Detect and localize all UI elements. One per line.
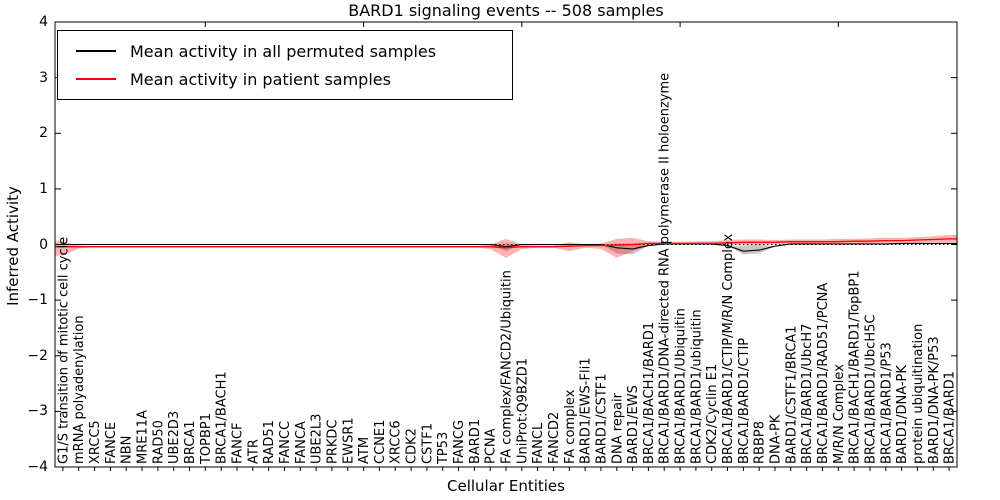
y-tick-label: −1 bbox=[27, 292, 48, 309]
x-tick-label: BRCA1/BARD1/UbcH5C bbox=[863, 315, 878, 464]
x-tick-label: BRCA1/BARD1/CTIP bbox=[737, 338, 752, 464]
x-tick-label: BRCA1/BARD1/DNA-directed RNA polymerase … bbox=[658, 73, 673, 464]
y-tick-label: −2 bbox=[27, 347, 48, 364]
legend: Mean activity in all permuted samples Mea… bbox=[57, 30, 513, 100]
x-tick-label: BRCA1 bbox=[183, 420, 198, 464]
legend-item-permuted: Mean activity in all permuted samples bbox=[66, 37, 502, 65]
legend-label: Mean activity in patient samples bbox=[130, 69, 391, 89]
x-tick-label: BARD1/CSTF1 bbox=[594, 373, 609, 464]
x-tick-label: XRCC5 bbox=[88, 420, 103, 464]
legend-line-patient-icon bbox=[76, 78, 116, 80]
x-tick-label: DNA-PK bbox=[769, 414, 784, 464]
x-tick-label: BARD1/EWS bbox=[626, 385, 641, 464]
x-tick-label: TP53 bbox=[436, 432, 451, 465]
y-tick-label: 0 bbox=[39, 236, 48, 253]
x-tick-label: ATR bbox=[246, 439, 261, 464]
x-tick-label: BRCA1/BARD1/Ubiquitin bbox=[674, 308, 689, 464]
x-tick-label: CDK2 bbox=[405, 428, 420, 464]
legend-line-permuted-icon bbox=[76, 50, 116, 52]
x-tick-label: MRE11A bbox=[136, 410, 151, 464]
x-tick-label: UniProt:Q9BZD1 bbox=[515, 358, 530, 464]
x-tick-label: BARD1/EWS-Fli1 bbox=[579, 358, 594, 465]
x-tick-label: BRCA1/BACH1/BARD1/TopBP1 bbox=[848, 271, 863, 464]
x-tick-label: BARD1/DNA-PK/P53 bbox=[927, 336, 942, 464]
x-tick-label: BRCA1/BACH1 bbox=[215, 371, 230, 464]
x-tick-label: NBN bbox=[120, 436, 135, 464]
x-tick-label: FANCC bbox=[278, 421, 293, 464]
x-tick-label: BRCA1/BACH1/BARD1 bbox=[642, 322, 657, 464]
x-tick-label: protein ubiquitination bbox=[911, 324, 926, 464]
x-tick-label: UBE2D3 bbox=[167, 411, 182, 464]
x-tick-label: PCNA bbox=[484, 428, 499, 464]
y-tick-label: −4 bbox=[27, 459, 48, 475]
x-tick-label: BRCA1/BARD1/RAD51/PCNA bbox=[816, 283, 831, 464]
x-tick-label: BRCA1/BARD1/CTIP/M/R/N Complex bbox=[721, 233, 736, 464]
legend-label: Mean activity in all permuted samples bbox=[130, 41, 437, 61]
x-tick-label: DNA repair bbox=[610, 392, 625, 464]
x-tick-label: BARD1/CSTF1/BRCA1 bbox=[784, 326, 799, 464]
y-tick-label: −3 bbox=[27, 403, 48, 420]
x-tick-label: UBE2L3 bbox=[310, 414, 325, 464]
chart-title: BARD1 signaling events -- 508 samples bbox=[348, 1, 664, 20]
x-tick-label: FANCD2 bbox=[547, 412, 562, 464]
x-tick-label: TOPBP1 bbox=[199, 413, 214, 465]
x-tick-label: BARD1 bbox=[468, 419, 483, 464]
y-tick-label: 4 bbox=[39, 14, 48, 30]
band-permuted bbox=[55, 243, 957, 255]
line-permuted bbox=[55, 242, 957, 252]
y-tick-label: 3 bbox=[39, 69, 48, 86]
x-tick-label: CSTF1 bbox=[420, 423, 435, 464]
x-tick-label: FANCE bbox=[104, 422, 119, 464]
x-tick-label: FANCA bbox=[294, 421, 309, 464]
x-tick-label: BRCA1/BARD1/P53 bbox=[879, 342, 894, 464]
x-tick-label: FANCG bbox=[452, 420, 467, 464]
x-tick-label: ATM bbox=[357, 437, 372, 464]
x-tick-label: FA complex bbox=[563, 389, 578, 464]
x-tick-label: BRCA1/BARD1/UbcH7 bbox=[800, 324, 815, 464]
line-patient bbox=[55, 238, 957, 249]
x-tick-label: FANCF bbox=[230, 423, 245, 464]
x-axis-label: Cellular Entities bbox=[447, 477, 565, 495]
x-tick-label: XRCC6 bbox=[389, 420, 404, 464]
x-tick-label: mRNA polyadenylation bbox=[72, 315, 87, 464]
y-tick-label: 2 bbox=[39, 125, 48, 142]
x-tick-label: RAD51 bbox=[262, 420, 277, 464]
x-tick-label: BRCA1/BARD1/ubiquitin bbox=[689, 309, 704, 464]
x-tick-label: BARD1/DNA-PK bbox=[895, 365, 910, 464]
x-tick-label: FANCL bbox=[531, 422, 546, 464]
x-tick-label: PRKDC bbox=[325, 420, 340, 464]
legend-item-patient: Mean activity in patient samples bbox=[66, 65, 502, 93]
x-tick-label: M/R/N Complex bbox=[832, 364, 847, 464]
x-tick-label: EWSR1 bbox=[341, 417, 356, 464]
y-tick-label: 1 bbox=[39, 180, 48, 197]
x-tick-label: RAD50 bbox=[151, 420, 166, 464]
x-tick-label: BRCA1/BARD1 bbox=[943, 371, 958, 464]
x-tick-label: RBBP8 bbox=[753, 421, 768, 464]
x-tick-label: FA complex/FANCD2/Ubiquitin bbox=[500, 270, 515, 464]
x-tick-label: CDK2/Cyclin E1 bbox=[705, 364, 720, 464]
x-tick-label: G1/S transition of mitotic cell cycle bbox=[56, 237, 71, 464]
x-tick-label: CCNE1 bbox=[373, 420, 388, 464]
